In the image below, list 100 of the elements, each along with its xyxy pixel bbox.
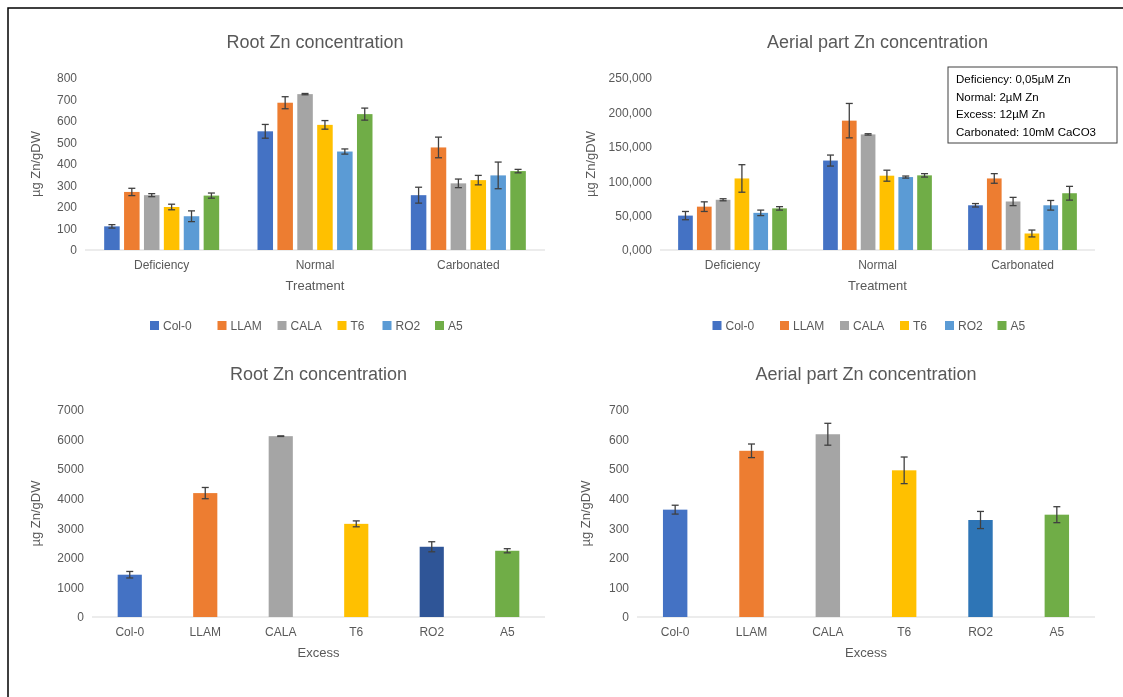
y-tick-label: 400 (56, 157, 78, 172)
bar (823, 160, 838, 250)
bar (124, 191, 140, 250)
x-tick-label: Deficiency (704, 257, 761, 272)
y-tick-label: 100,000 (608, 174, 653, 189)
bar (696, 206, 712, 250)
bar (337, 151, 353, 250)
bar (986, 178, 1002, 250)
y-tick-label: 200 (56, 200, 78, 215)
bar (898, 177, 914, 250)
legend-label: Col-0 (163, 319, 192, 333)
bar (356, 114, 373, 250)
legend-label: T6 (350, 319, 365, 333)
chart-title: Aerial part Zn concentration (766, 32, 989, 52)
x-tick-label: CALA (812, 624, 844, 639)
bar (662, 509, 688, 617)
bar (419, 546, 444, 617)
bar (1005, 201, 1021, 250)
bar (277, 102, 293, 250)
legend-label: CALA (290, 319, 322, 333)
y-tick-label: 150,000 (608, 140, 653, 155)
y-tick-label: 400 (608, 492, 630, 507)
x-tick-label: T6 (897, 624, 912, 639)
x-axis-title: Excess (845, 645, 888, 660)
x-axis-title: Treatment (848, 278, 908, 293)
x-tick-label: Deficiency (133, 257, 190, 272)
bar (1062, 193, 1077, 250)
x-tick-label: Normal (858, 257, 897, 272)
legend-label: LLAM (793, 319, 825, 333)
bar (772, 208, 787, 250)
legend-label: CALA (853, 319, 885, 333)
x-axis-title: Treatment (285, 278, 345, 293)
bar (739, 450, 764, 617)
y-axis-title: µg Zn/gDW (28, 479, 43, 547)
x-tick-label: RO2 (968, 624, 994, 639)
bar (510, 171, 526, 250)
bar (344, 523, 369, 617)
bar (203, 195, 220, 250)
annotation: Excess: 12µM Zn (956, 108, 1046, 120)
annotation: Carbonated: 10mM CaCO3 (956, 125, 1096, 138)
y-tick-label: 700 (608, 403, 630, 418)
y-tick-label: 100 (56, 221, 78, 236)
bar (410, 195, 427, 250)
bar (450, 183, 467, 250)
y-tick-label: 0,000 (621, 243, 653, 258)
x-tick-label: Carbonated (991, 257, 1054, 272)
y-tick-label: 600 (608, 432, 630, 447)
x-tick-label: T6 (349, 624, 364, 639)
bar (815, 434, 841, 617)
bar (678, 215, 693, 250)
legend-label: T6 (913, 319, 928, 333)
y-axis-title: µg Zn/gDW (28, 130, 43, 198)
bar (117, 574, 142, 617)
y-tick-label: 600 (56, 114, 78, 129)
x-tick-label: RO2 (419, 624, 445, 639)
bar (430, 147, 447, 250)
bar (193, 493, 218, 617)
x-tick-label: LLAM (735, 624, 768, 639)
y-tick-label: 200,000 (608, 105, 653, 120)
legend-label: LLAM (230, 319, 262, 333)
bar (734, 178, 750, 250)
y-tick-label: 500 (608, 462, 630, 477)
annotation: Deficiency: 0,05µM Zn (956, 73, 1071, 85)
y-tick-label: 50,000 (615, 208, 653, 223)
y-tick-label: 6000 (57, 432, 85, 447)
chart-title: Root Zn concentration (226, 32, 404, 52)
y-tick-label: 200 (608, 551, 630, 566)
x-tick-label: CALA (265, 624, 297, 639)
bar (1044, 514, 1070, 617)
bar (297, 94, 313, 250)
bar (968, 205, 983, 250)
bar (1024, 233, 1040, 250)
y-tick-label: 300 (608, 521, 630, 536)
bar (1043, 205, 1059, 250)
x-tick-label: A5 (499, 624, 515, 639)
bar (143, 195, 160, 250)
legend-label: A5 (1010, 319, 1026, 333)
bar (470, 180, 487, 250)
y-tick-label: 3000 (57, 521, 85, 536)
y-tick-label: 1000 (57, 580, 85, 595)
bar (968, 520, 993, 617)
bar (715, 199, 731, 250)
bar (104, 226, 120, 250)
y-tick-label: 800 (56, 71, 78, 86)
legend-label: A5 (448, 319, 463, 333)
y-tick-label: 7000 (57, 403, 85, 418)
y-tick-label: 100 (608, 580, 630, 595)
y-tick-label: 250,000 (608, 71, 653, 86)
bar (257, 131, 274, 250)
x-tick-label: A5 (1049, 624, 1065, 639)
y-axis-title: µg Zn/gDW (578, 479, 593, 547)
bar (490, 175, 506, 250)
annotation: Normal: 2µM Zn (956, 90, 1039, 103)
bar (163, 207, 180, 250)
x-tick-label: Col-0 (115, 624, 145, 639)
bar (891, 470, 917, 617)
x-axis-title: Excess (297, 645, 340, 660)
bar (879, 175, 895, 250)
bar (495, 550, 520, 617)
y-tick-label: 0 (70, 243, 78, 258)
